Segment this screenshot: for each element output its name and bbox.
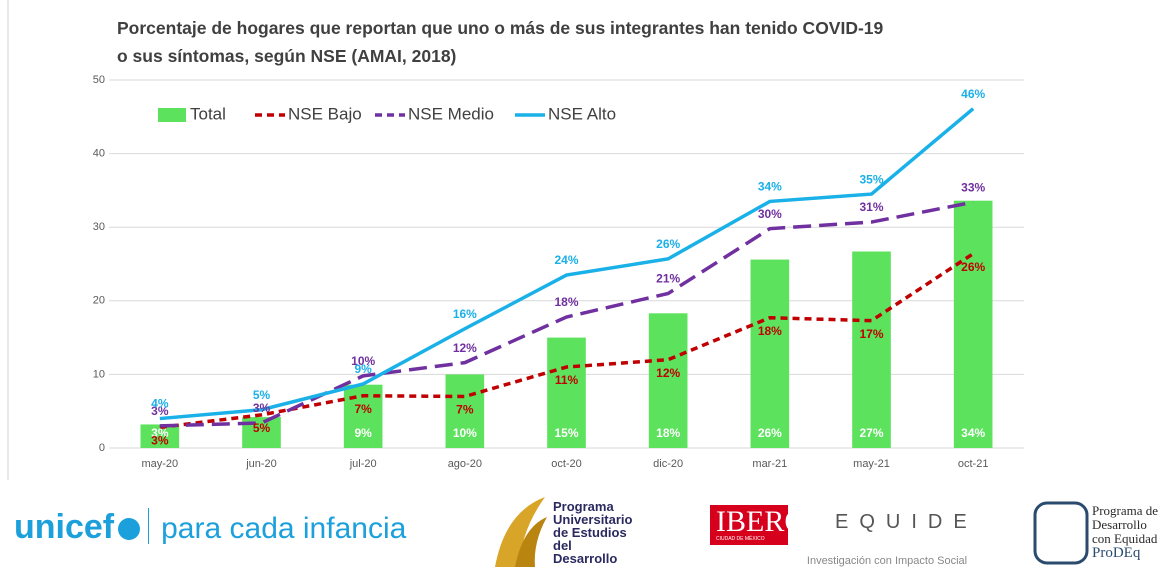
prodeq-logo: Programa de Desarrollo con Equidad ProDE… (1032, 500, 1158, 578)
bar (445, 374, 485, 448)
line (159, 200, 974, 428)
data-label: 10% (351, 354, 375, 368)
legend-label: NSE Medio (408, 104, 494, 123)
data-label: 34% (758, 180, 782, 194)
data-label: 17% (859, 327, 883, 341)
pued-text: Programa Universitario de Estudios del D… (553, 500, 632, 565)
equide: EQUIDE (835, 511, 978, 533)
data-label: 15% (554, 426, 578, 440)
ibero-text: IBERO (716, 505, 806, 538)
data-label: 18% (758, 324, 782, 338)
y-tick-label: 0 (99, 442, 105, 454)
data-label: 27% (859, 426, 883, 440)
ibero-sub: CIUDAD DE MÉXICO (716, 536, 765, 542)
unicef-tag: para cada infancia (161, 512, 407, 545)
bar (953, 200, 993, 448)
bar (750, 259, 790, 448)
data-label: 10% (453, 426, 477, 440)
data-label: 24% (554, 253, 578, 267)
pued-emblem (495, 497, 547, 567)
data-label: 9% (354, 362, 372, 376)
data-label: 12% (656, 366, 680, 380)
data-label: 26% (961, 260, 985, 274)
data-label: 35% (859, 172, 883, 186)
ibero: IBERO CIUDAD DE MÉXICO (710, 505, 806, 545)
data-label: 5% (253, 421, 271, 435)
x-tick-label: dic-20 (653, 458, 683, 470)
prodeq-line: Programa de (1092, 503, 1159, 518)
data-label: 5% (253, 388, 271, 402)
data-label: 16% (453, 307, 477, 321)
data-label: 12% (453, 341, 477, 355)
legend-label: NSE Alto (548, 104, 616, 123)
unicef: unicef (14, 508, 115, 546)
data-label: 18% (554, 295, 578, 309)
equide-tag: Investigación con Impacto Social (806, 555, 968, 567)
legend-label: NSE Bajo (288, 104, 362, 123)
y-tick-label: 40 (93, 148, 105, 160)
data-label: 7% (354, 402, 372, 416)
line (159, 107, 975, 421)
data-label: 3% (151, 404, 169, 418)
data-label: 26% (656, 237, 680, 251)
pued-line: Programa (553, 499, 614, 514)
data-label: 46% (961, 87, 985, 101)
data-label: 9% (354, 426, 372, 440)
data-label: 4% (151, 397, 169, 411)
x-tick-label: may-20 (141, 458, 178, 470)
data-label: 18% (656, 426, 680, 440)
bar (547, 337, 586, 448)
data-label: 11% (555, 373, 579, 387)
data-label: 7% (456, 403, 474, 417)
x-tick-label: oct-21 (958, 458, 989, 470)
pued-logo: Programa Universitario de Estudios del D… (485, 492, 632, 575)
y-tick-label: 20 (93, 295, 105, 307)
ibero-logo: IBERO CIUDAD DE MÉXICO EQUIDE Investigaci… (710, 505, 967, 567)
prodeq-emblem (1033, 501, 1089, 565)
prodeq-line: Desarrollo (1092, 517, 1147, 532)
y-tick-label: 10 (93, 368, 105, 380)
data-label: 3% (151, 434, 169, 448)
data-label: 34% (961, 426, 985, 440)
x-tick-label: ago-20 (448, 458, 482, 470)
data-label: 21% (656, 272, 680, 286)
unicef-emblem (118, 518, 141, 540)
bar (140, 424, 180, 448)
bar (648, 313, 688, 448)
x-tick-label: mar-21 (752, 458, 787, 470)
x-tick-label: may-21 (853, 458, 890, 470)
bar (852, 251, 891, 448)
data-label: 30% (758, 207, 782, 221)
x-tick-label: oct-20 (551, 458, 582, 470)
x-tick-label: jun-20 (245, 458, 277, 470)
divider (148, 508, 150, 544)
pued-line: de Estudios (553, 525, 627, 540)
data-label: 3% (151, 426, 169, 440)
legend-label: Total (190, 104, 226, 123)
pued-line: del Desarrollo (553, 538, 618, 566)
prodeq-text: Programa de Desarrollo con Equidad ProDE… (1092, 503, 1159, 561)
y-tick-label: 30 (93, 221, 105, 233)
chart: 0 10 20 30 40 50 may-20 jun-20 jul-20 ago-20 oct-2… (7, 0, 1024, 480)
unicef-logo: unicef para cada infancia (14, 508, 406, 547)
prodeq-line: con Equidad (1092, 531, 1158, 546)
y-tick-label: 50 (93, 74, 105, 86)
data-label: 3% (253, 401, 271, 415)
data-label: 33% (961, 180, 985, 194)
chart-title: Porcentaje de hogares que reportan que u… (117, 18, 884, 66)
x-tick-label: jul-20 (349, 458, 377, 470)
data-label: 31% (859, 200, 883, 214)
pued-line: Universitario (553, 512, 633, 527)
data-label: 26% (758, 426, 782, 440)
prodeq-line: ProDEq (1092, 545, 1141, 561)
legend-swatch (158, 108, 186, 122)
